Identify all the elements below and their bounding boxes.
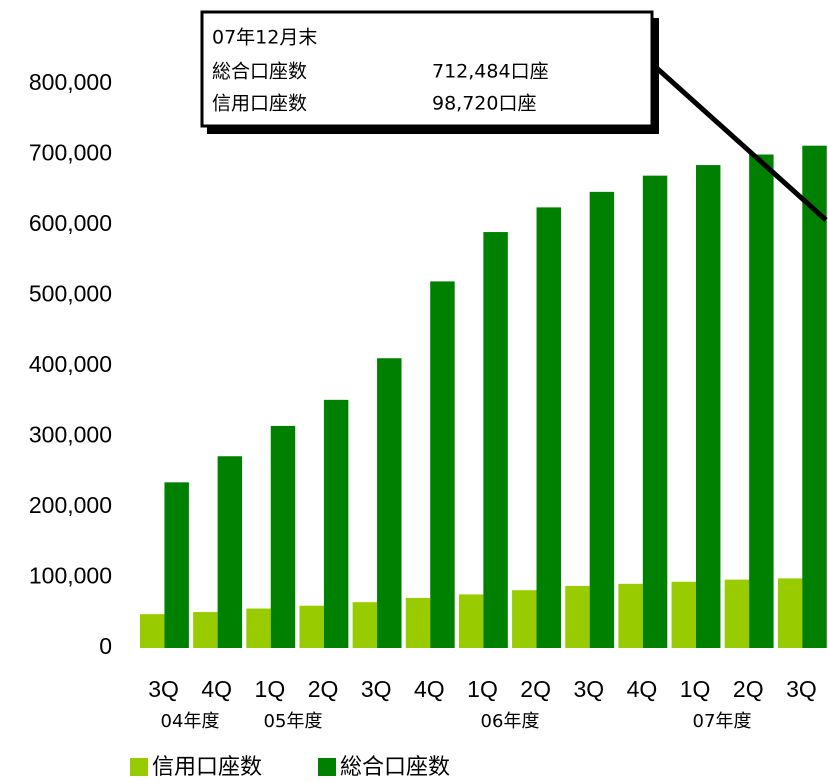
x-tick-label: 3Q xyxy=(148,676,179,702)
bar xyxy=(270,425,296,648)
bar xyxy=(217,456,243,648)
annotation-label: 総合口座数 xyxy=(212,61,307,83)
fiscal-year-label: 07年度 xyxy=(693,711,752,732)
x-tick-label: 1Q xyxy=(680,676,711,702)
bar xyxy=(405,597,431,648)
x-tick-label: 3Q xyxy=(786,676,817,702)
y-tick-label: 0 xyxy=(99,633,112,659)
bar xyxy=(352,602,378,648)
x-tick-label: 1Q xyxy=(467,676,498,702)
x-tick-label: 4Q xyxy=(627,676,658,702)
bar xyxy=(140,614,165,648)
annotation-box xyxy=(200,10,654,128)
bar xyxy=(512,590,537,648)
x-tick-label: 4Q xyxy=(414,676,445,702)
fiscal-year-label: 06年度 xyxy=(481,711,540,732)
bar xyxy=(589,191,615,649)
legend-swatch xyxy=(130,758,148,776)
bar xyxy=(671,581,696,648)
fiscal-year-label: 04年度 xyxy=(161,711,220,732)
bar xyxy=(164,482,189,648)
y-tick-label: 200,000 xyxy=(29,492,112,518)
bar xyxy=(193,612,218,648)
bar xyxy=(458,594,484,648)
bar xyxy=(565,585,590,648)
legend-label: 総合口座数 xyxy=(340,755,450,780)
x-tick-label: 3Q xyxy=(573,676,604,702)
bar xyxy=(323,399,349,648)
bar xyxy=(695,165,721,648)
bar xyxy=(777,578,803,648)
annotation-value: 712,484口座 xyxy=(432,61,549,83)
y-tick-label: 400,000 xyxy=(29,351,112,377)
legend-label: 信用口座数 xyxy=(152,755,262,780)
bar xyxy=(618,583,643,648)
y-tick-label: 300,000 xyxy=(29,422,112,448)
y-tick-label: 600,000 xyxy=(29,210,112,236)
y-tick-label: 100,000 xyxy=(29,563,112,589)
bar xyxy=(483,232,508,649)
x-tick-label: 3Q xyxy=(361,676,392,702)
x-tick-label: 4Q xyxy=(201,676,232,702)
bar xyxy=(299,605,324,648)
legend-swatch xyxy=(318,758,336,776)
x-tick-label: 2Q xyxy=(733,676,764,702)
bar xyxy=(430,281,455,648)
x-tick-label: 1Q xyxy=(255,676,286,702)
annotation-value: 98,720口座 xyxy=(432,93,536,115)
fiscal-year-label: 05年度 xyxy=(264,711,323,732)
x-tick-label: 2Q xyxy=(520,676,551,702)
bar xyxy=(377,358,402,648)
bar xyxy=(246,608,271,648)
y-tick-label: 500,000 xyxy=(29,281,112,307)
annotation-title: 07年12月末 xyxy=(212,27,317,49)
bar xyxy=(536,207,561,648)
bar xyxy=(749,154,774,648)
x-tick-label: 2Q xyxy=(308,676,339,702)
y-tick-label: 800,000 xyxy=(29,69,112,95)
y-tick-label: 700,000 xyxy=(29,140,112,166)
bar xyxy=(802,145,827,648)
bar xyxy=(642,175,668,648)
bar xyxy=(724,579,750,648)
annotation-pointer xyxy=(648,60,828,222)
annotation-label: 信用口座数 xyxy=(212,93,307,115)
